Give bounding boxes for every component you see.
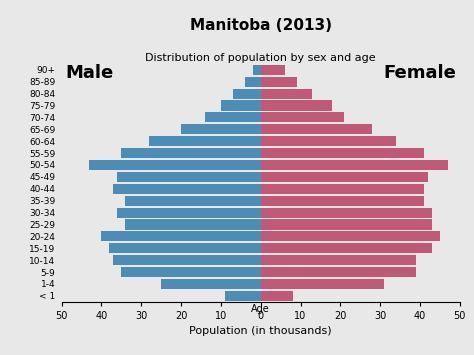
- Bar: [261, 291, 292, 301]
- Bar: [118, 172, 261, 182]
- Text: Manitoba (2013): Manitoba (2013): [190, 18, 332, 33]
- Bar: [261, 219, 432, 229]
- Text: Age: Age: [251, 304, 270, 314]
- Bar: [261, 208, 432, 218]
- Bar: [101, 231, 261, 241]
- Bar: [261, 243, 432, 253]
- Bar: [261, 231, 440, 241]
- Bar: [261, 184, 424, 194]
- Bar: [261, 267, 416, 277]
- Bar: [121, 267, 261, 277]
- Bar: [225, 291, 261, 301]
- Bar: [233, 89, 261, 99]
- Bar: [261, 113, 344, 122]
- Bar: [125, 196, 261, 206]
- Bar: [121, 148, 261, 158]
- Bar: [90, 160, 261, 170]
- Bar: [261, 172, 428, 182]
- Bar: [261, 65, 284, 75]
- Bar: [125, 219, 261, 229]
- Bar: [261, 124, 372, 134]
- Bar: [261, 279, 384, 289]
- Bar: [205, 113, 261, 122]
- Title: Distribution of population by sex and age: Distribution of population by sex and ag…: [146, 53, 376, 63]
- Text: Female: Female: [383, 64, 456, 82]
- Bar: [261, 160, 448, 170]
- Bar: [161, 279, 261, 289]
- X-axis label: Population (in thousands): Population (in thousands): [190, 326, 332, 336]
- Bar: [261, 89, 312, 99]
- Bar: [245, 77, 261, 87]
- Bar: [221, 100, 261, 110]
- Bar: [261, 255, 416, 265]
- Bar: [149, 136, 261, 146]
- Bar: [261, 77, 297, 87]
- Bar: [109, 243, 261, 253]
- Bar: [113, 255, 261, 265]
- Bar: [181, 124, 261, 134]
- Bar: [261, 100, 332, 110]
- Bar: [261, 136, 396, 146]
- Bar: [118, 208, 261, 218]
- Text: Male: Male: [65, 64, 114, 82]
- Bar: [113, 184, 261, 194]
- Bar: [261, 148, 424, 158]
- Bar: [261, 196, 424, 206]
- Bar: [253, 65, 261, 75]
